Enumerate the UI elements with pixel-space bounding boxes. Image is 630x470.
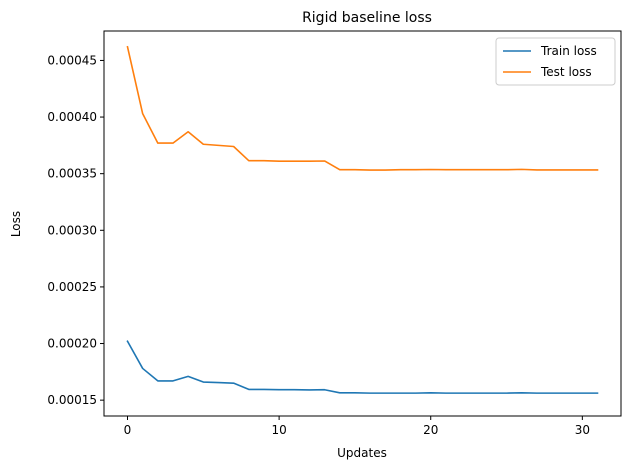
series-line-1: [126, 45, 599, 171]
y-axis-ticks: 0.00015 0.00020 0.00025 0.00030 0.00035 0.000…: [47, 53, 104, 407]
series-layer: [126, 45, 599, 394]
y-tick-label: 0.00015: [47, 393, 97, 407]
plot-frame: [103, 30, 622, 417]
y-tick-label: 0.00045: [47, 53, 97, 67]
legend: Train loss Test loss: [495, 37, 616, 86]
x-tick-label: 30: [575, 423, 590, 437]
y-tick-label: 0.00035: [47, 167, 97, 181]
series-line-0: [126, 340, 599, 394]
legend-label-1: Test loss: [540, 65, 592, 79]
x-tick-label: 0: [124, 423, 132, 437]
y-tick-label: 0.00020: [47, 337, 97, 351]
chart-title: Rigid baseline loss: [302, 10, 432, 26]
legend-label-0: Train loss: [540, 44, 597, 58]
y-axis-label: Loss: [9, 211, 23, 237]
x-tick-label: 20: [423, 423, 438, 437]
x-axis-ticks: 0 10 20 30: [124, 416, 590, 437]
y-tick-label: 0.00025: [47, 280, 97, 294]
x-axis-label: Updates: [337, 446, 387, 460]
x-tick-label: 10: [271, 423, 286, 437]
y-tick-label: 0.00040: [47, 110, 97, 124]
legend-box: [495, 37, 616, 86]
y-tick-label: 0.00030: [47, 223, 97, 237]
